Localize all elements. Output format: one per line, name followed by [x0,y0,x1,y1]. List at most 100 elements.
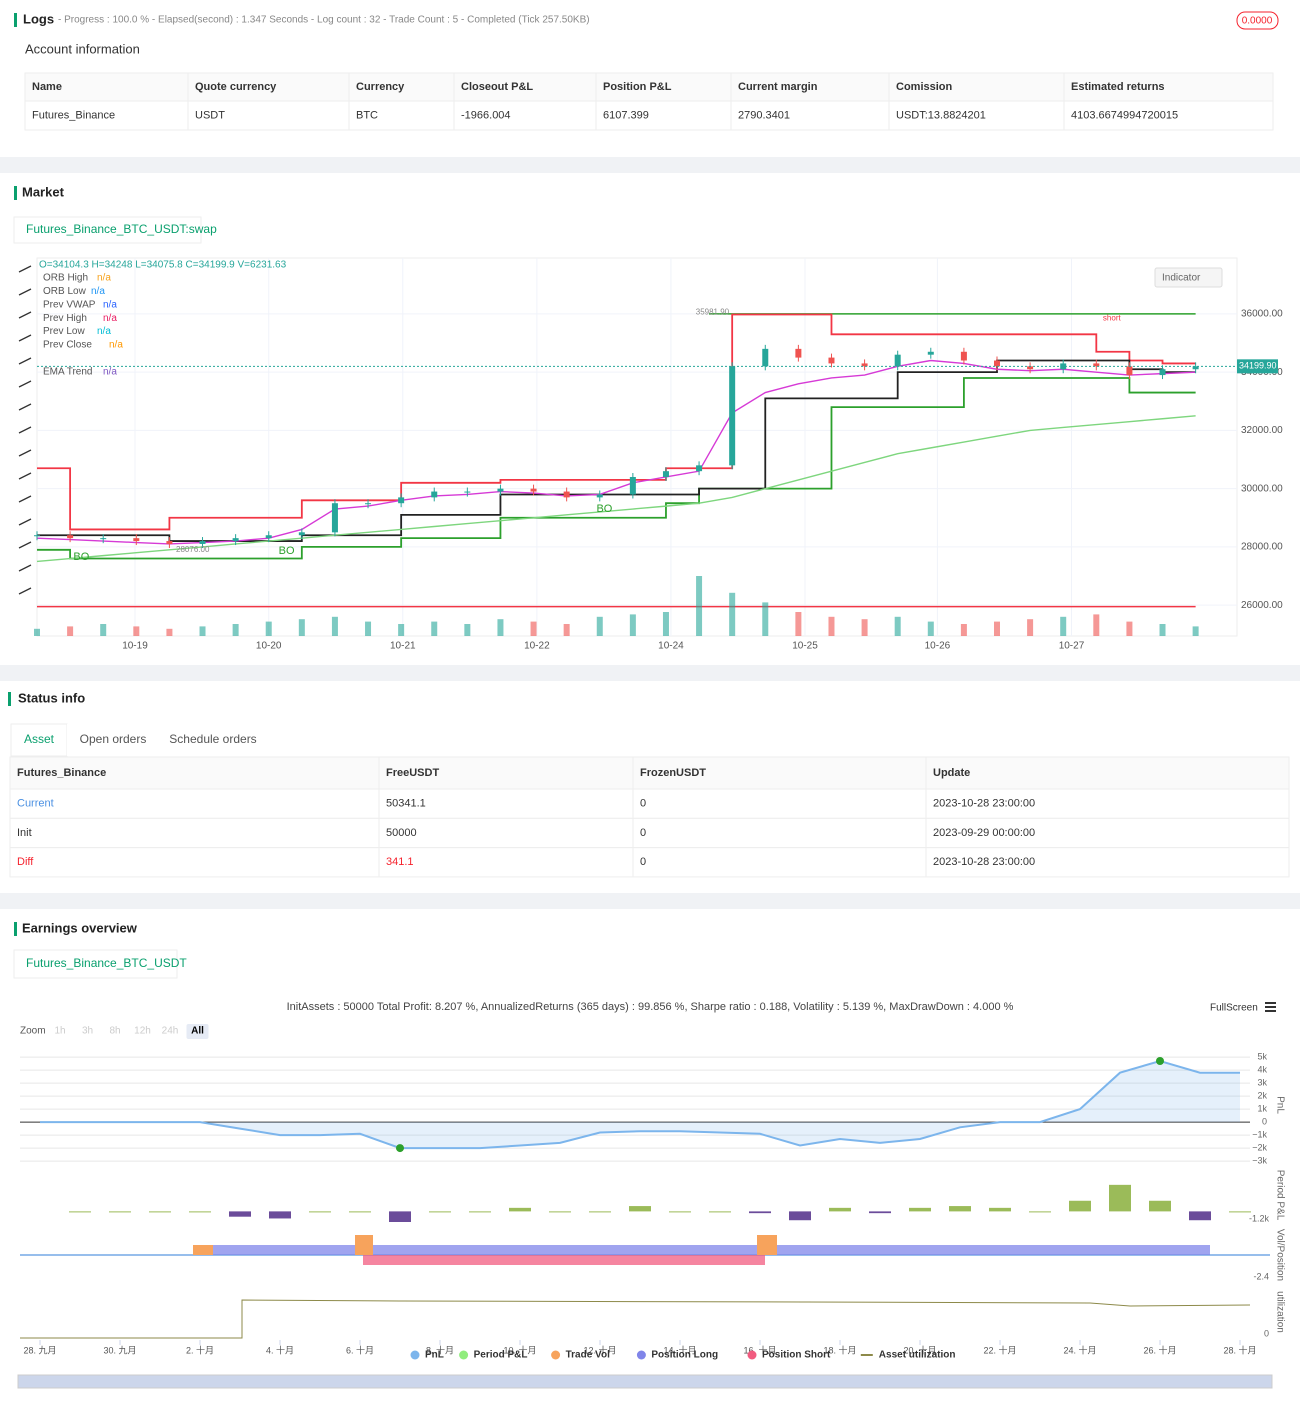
table-cell: 6107.399 [603,109,649,121]
tab[interactable] [13,949,178,979]
legend-symbol[interactable] [636,1350,646,1360]
x-tick-label: 2. 十月 [186,1344,214,1355]
tab-label[interactable]: Asset [24,732,55,746]
y-tick-label: −2k [1252,1142,1267,1152]
indicator-line [37,313,1196,531]
tab[interactable] [10,723,68,757]
separator [0,893,1300,909]
legend-name: EMA Trend [43,366,92,377]
table-cell: 4103.6674994720015 [1071,109,1178,121]
menu-icon[interactable] [1265,1002,1276,1012]
tab-label[interactable]: Futures_Binance_BTC_USDT [26,956,187,970]
tab-label[interactable]: Futures_Binance_BTC_USDT:swap [26,222,217,236]
indicator-button[interactable] [1154,267,1223,288]
tab[interactable] [13,216,202,244]
table-header [9,756,1290,790]
legend-label[interactable]: PnL [425,1350,444,1361]
column-header: FreeUSDT [386,767,439,779]
table-cell: 0 [640,827,646,839]
tool-icon[interactable] [18,472,32,480]
zoom-option[interactable]: 1h [54,1026,65,1037]
x-tick-label: 10-19 [122,641,148,652]
zoom-option[interactable]: 24h [162,1026,179,1037]
volume-bar [398,624,405,636]
y-tick-label: 5k [1257,1051,1267,1061]
tool-icon[interactable] [18,495,32,503]
zoom-option[interactable]: 8h [109,1026,120,1037]
extreme-marker [1156,1057,1164,1065]
table-cell: Init [17,827,32,839]
period-bar [669,1211,691,1213]
legend-symbol[interactable] [747,1350,757,1360]
last-price-label: 34199.90 [1239,361,1277,371]
tool-icon[interactable] [18,564,32,572]
candle [398,497,405,504]
pnl-area [40,1061,1240,1149]
volume-bar [729,592,736,636]
legend-label[interactable]: Period P&L [474,1350,528,1361]
tool-icon[interactable] [18,334,32,342]
legend-symbol[interactable] [551,1350,561,1360]
tool-icon[interactable] [18,426,32,434]
column-header: Comission [896,81,953,93]
legend-label[interactable]: Position Short [762,1350,831,1361]
x-tick-label: 12. 十月 [583,1344,616,1355]
tool-icon[interactable] [18,449,32,457]
tab[interactable] [159,724,267,756]
tool-icon[interactable] [18,403,32,411]
log-summary: - Progress : 100.0 % - Elapsed(second) :… [58,15,590,26]
tool-icon[interactable] [18,288,32,296]
navigator[interactable] [17,1374,1273,1389]
tool-icon[interactable] [18,541,32,549]
volume-bar [662,612,669,636]
tab-label[interactable]: Open orders [80,732,147,746]
extreme-marker [396,1144,404,1153]
table-row [9,847,1290,878]
x-tick-label: 30. 九月 [103,1345,136,1355]
volume-bar [100,624,107,636]
annotation: short [1103,313,1122,322]
zoom-option[interactable]: All [191,1026,204,1037]
legend-symbol[interactable] [459,1350,469,1360]
volume-bar [563,624,570,636]
legend-name: Prev Close [43,340,92,351]
indicator-line [37,359,1196,542]
volume-bar [530,621,537,636]
zoom-button[interactable] [186,1024,209,1039]
column-header: Closeout P&L [461,81,533,93]
trade-vol [757,1235,777,1255]
ohlc: O=34104.3 H=34248 L=34075.8 C=34199.9 V=… [39,260,287,271]
section-title: Market [22,184,65,199]
zoom-option[interactable]: 3h [82,1026,93,1037]
legend-label[interactable]: Trade Vol [566,1350,610,1361]
period-bar [109,1211,131,1213]
legend-value: n/a [91,286,105,297]
x-tick-label: 10-21 [390,641,416,652]
tool-icon[interactable] [18,518,32,526]
x-tick-label: 26. 十月 [1143,1344,1176,1355]
period-bar [149,1211,171,1213]
zoom-option[interactable]: 12h [134,1026,151,1037]
period-bar [1189,1211,1211,1221]
indicator-line [36,415,1196,563]
tool-icon[interactable] [18,265,32,273]
legend-label[interactable]: Asset utilization [879,1350,956,1361]
table-cell: USDT:13.8824201 [896,109,986,121]
indicator-label[interactable]: Indicator [1162,273,1201,284]
tool-icon[interactable] [18,380,32,388]
table-cell: 0 [640,856,646,868]
axis-title: PnL [1274,1096,1285,1114]
fullscreen[interactable]: FullScreen [1210,1003,1258,1014]
tool-icon[interactable] [18,311,32,319]
legend-label[interactable]: Position Long [651,1350,718,1361]
legend-name: Prev VWAP [43,299,96,310]
legend-symbol[interactable] [410,1350,420,1360]
volume-bar [762,602,769,636]
tool-icon[interactable] [18,587,32,595]
tab[interactable] [67,724,159,756]
tab-label[interactable]: Schedule orders [169,732,256,746]
tool-icon[interactable] [18,357,32,365]
chart-title: InitAssets : 50000 Total Profit: 8.207 %… [287,1001,1014,1013]
period-bar [989,1207,1011,1212]
